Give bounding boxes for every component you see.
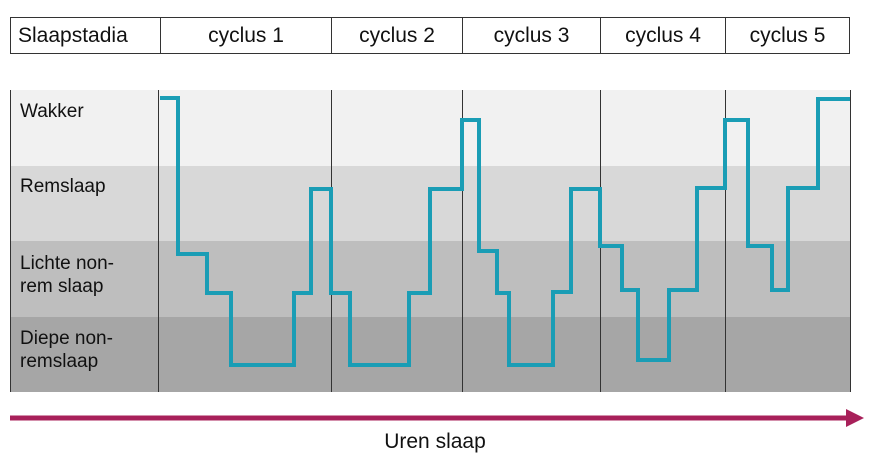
cycle-divider: [462, 90, 463, 392]
header-cycle-4: cyclus 4: [600, 18, 725, 53]
header-cycle-5: cyclus 5: [725, 18, 850, 53]
header-cycle-2: cyclus 2: [331, 18, 462, 53]
header-table: Slaapstadia cyclus 1 cyclus 2 cyclus 3 c…: [10, 17, 850, 54]
header-cycle-1: cyclus 1: [160, 18, 331, 53]
x-axis-label: Uren slaap: [384, 430, 486, 453]
stage-label-lichte: Lichte non- rem slaap: [20, 253, 115, 297]
left-border: [10, 90, 11, 392]
hypnogram-line: [160, 96, 850, 367]
cycle-divider: [725, 90, 726, 392]
band-wakker: [10, 90, 850, 166]
time-arrow-head: [846, 409, 864, 427]
cycle-divider: [850, 90, 851, 392]
stage-label-diepe: Diepe non- remslaap: [20, 328, 113, 372]
band-diepe-non-rem: [10, 317, 850, 392]
stage-label-remslaap: Remslaap: [20, 176, 106, 197]
stage-label-wakker: Wakker: [20, 101, 84, 122]
cycle-divider: [158, 90, 159, 392]
header-cycle-3: cyclus 3: [462, 18, 600, 53]
header-slaapstadia: Slaapstadia: [10, 18, 160, 53]
